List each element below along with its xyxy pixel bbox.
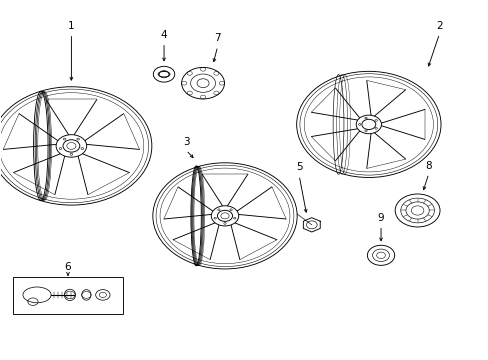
Text: 9: 9 [377, 213, 384, 222]
Text: 7: 7 [214, 33, 221, 43]
Text: 5: 5 [295, 162, 302, 172]
Bar [13, 277, 122, 315]
Text: 8: 8 [425, 161, 431, 171]
Text: 1: 1 [68, 21, 75, 31]
Text: 3: 3 [183, 138, 189, 147]
Text: 6: 6 [64, 262, 71, 272]
Text: 2: 2 [435, 21, 442, 31]
Text: 4: 4 [161, 30, 167, 40]
